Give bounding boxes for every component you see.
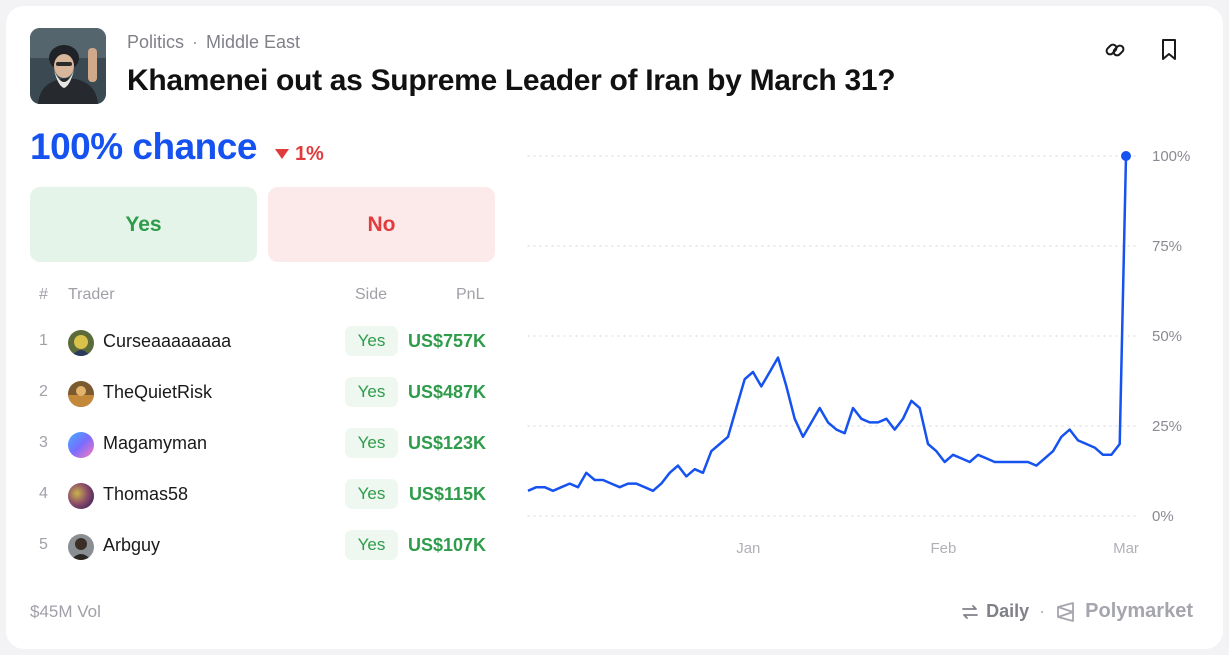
side-badge: Yes [345,530,398,560]
chart-grid [527,155,1137,517]
bookmark-icon[interactable] [1155,36,1183,64]
change-badge: 1% [274,142,324,166]
buy-yes-button[interactable]: Yes [30,187,257,262]
interval-label: Daily [986,601,1030,621]
pnl-value: US$123K [407,433,486,453]
pnl-value: US$115K [408,484,486,504]
brand[interactable]: Polymarket [1055,600,1193,623]
top-actions [1101,36,1183,64]
y-tick-label: 25% [1152,418,1182,435]
col-trader-header: Trader [68,286,115,303]
leaderboard-row[interactable]: 2 TheQuietRisk Yes US$487K [6,373,506,413]
col-side-header: Side [355,286,388,303]
x-tick-label: Jan [736,540,760,557]
leaderboard-row[interactable]: 5 Arbguy Yes US$107K [6,526,506,566]
swap-icon [962,604,979,619]
trader-name[interactable]: Thomas58 [103,484,189,504]
market-card: Politics · Middle East Khamenei out as S… [6,6,1223,649]
footer-separator: · [1039,601,1046,621]
side-badge: Yes [345,377,398,407]
rank-number: 3 [39,434,48,451]
interval-toggle[interactable]: Daily [961,601,1029,622]
side-badge: Yes [345,479,398,509]
trader-avatar [68,432,94,458]
rank-number: 1 [39,332,48,349]
rank-number: 4 [39,485,48,502]
down-triangle-icon [274,149,289,159]
brand-name: Polymarket [1085,600,1193,622]
col-pnl-header: PnL [456,286,485,303]
side-badge: Yes [345,326,398,356]
category-link[interactable]: Politics [127,32,185,52]
rank-number: 5 [39,536,48,553]
leaderboard-row[interactable]: 3 Magamyman Yes US$123K [6,424,506,464]
leaderboard-row[interactable]: 4 Thomas58 Yes US$115K [6,475,506,515]
trader-avatar [68,330,94,356]
polymarket-logo-icon [1057,601,1075,622]
trader-name[interactable]: Magamyman [103,433,208,453]
leaderboard-row[interactable]: 1 Curseaaaaaaaa Yes US$757K [6,322,506,362]
trader-avatar [68,483,94,509]
y-tick-label: 50% [1152,328,1182,345]
volume-label: $45M Vol [30,602,101,621]
pnl-value: US$107K [407,535,486,555]
pnl-value: US$487K [407,382,486,402]
rank-number: 2 [39,383,48,400]
x-tick-label: Feb [931,540,957,557]
odds-row: 100% chance 1% [30,126,324,168]
trader-avatar [68,534,94,560]
x-tick-label: Mar [1113,540,1139,557]
link-icon[interactable] [1101,36,1129,64]
market-image [30,28,106,104]
price-chart: 100% 75% 50% 25% 0% Jan Feb Mar [527,148,1190,557]
change-value: 1% [294,142,324,165]
trader-name[interactable]: Curseaaaaaaaa [103,331,232,351]
trader-name[interactable]: TheQuietRisk [103,382,213,402]
breadcrumb: Politics · Middle East [127,32,300,53]
chart-footer: Daily · Polymarket [961,600,1193,623]
buy-no-button[interactable]: No [268,187,495,262]
x-axis-ticks: Jan Feb Mar [736,540,1139,557]
chance-value: 100% chance [30,126,257,167]
y-tick-label: 75% [1152,238,1182,255]
side-badge: Yes [345,428,398,458]
trader-name[interactable]: Arbguy [103,535,161,555]
col-rank-header: # [39,286,48,303]
y-tick-label: 0% [1152,508,1174,525]
pnl-value: US$757K [407,331,486,351]
series-endpoint [1121,151,1131,161]
y-axis-ticks: 100% 75% 50% 25% 0% [1152,148,1190,525]
breadcrumb-separator: · [192,32,199,52]
subcategory-link[interactable]: Middle East [206,32,301,52]
series-line [527,155,1128,493]
y-tick-label: 100% [1152,148,1190,165]
market-title: Khamenei out as Supreme Leader of Iran b… [127,64,896,97]
trader-avatar [68,381,94,407]
